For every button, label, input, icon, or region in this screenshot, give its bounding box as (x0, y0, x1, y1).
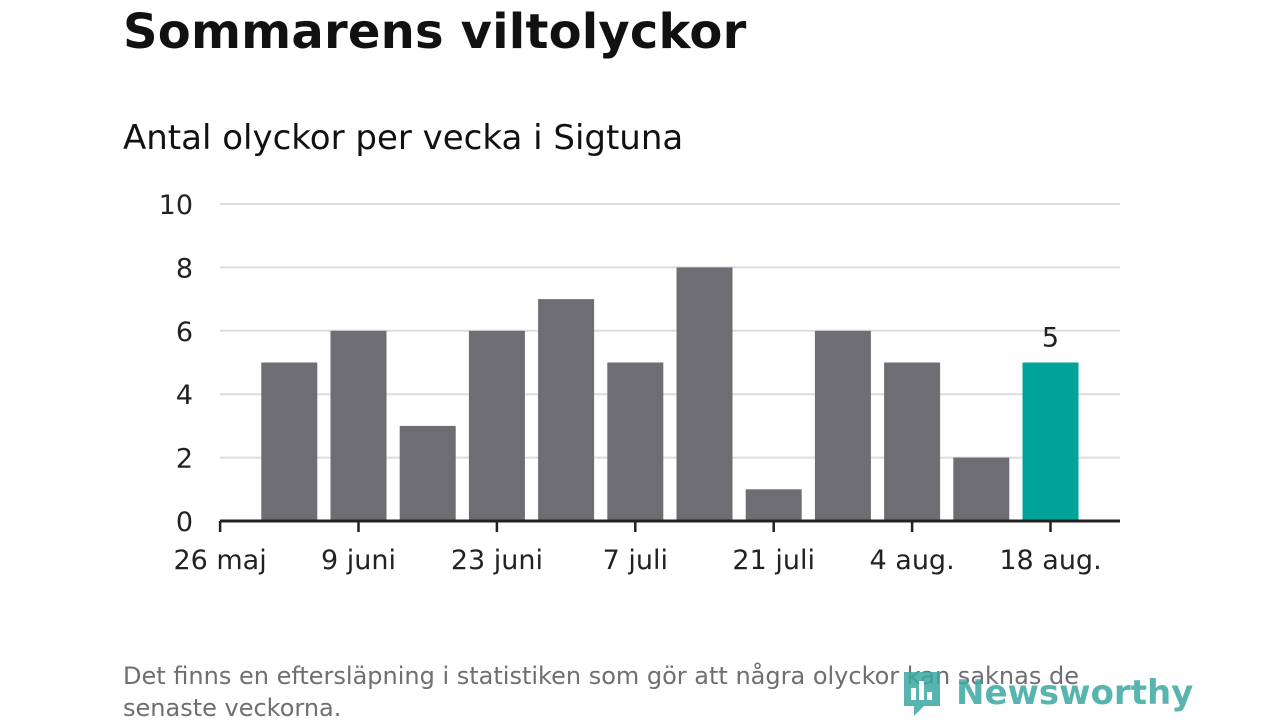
bar (538, 299, 595, 521)
bar-highlight (1022, 362, 1079, 521)
y-tick-label: 6 (176, 317, 193, 348)
x-tick-label: 4 aug. (870, 545, 955, 576)
y-tick-label: 0 (176, 507, 193, 538)
bar (814, 330, 871, 521)
y-tick-label: 10 (159, 190, 193, 221)
x-tick-label: 26 maj (173, 545, 266, 576)
bar (468, 330, 525, 521)
newsworthy-logo: Newsworthy (900, 668, 1193, 718)
bar (330, 330, 387, 521)
y-tick-label: 4 (176, 380, 193, 411)
newsworthy-logo-icon (904, 672, 940, 716)
logo-text: Newsworthy (956, 673, 1194, 713)
x-tick-label: 21 juli (732, 545, 815, 576)
bar (745, 489, 802, 521)
bar (261, 362, 318, 521)
bar (399, 425, 456, 521)
data-label: 5 (1042, 323, 1059, 354)
bar (884, 362, 941, 521)
bar (676, 267, 733, 521)
chart-title: Sommarens viltolyckor (123, 4, 747, 60)
bar (953, 457, 1010, 521)
y-tick-label: 2 (176, 444, 193, 475)
x-tick-label: 7 juli (603, 545, 668, 576)
x-tick-label: 9 juni (321, 545, 396, 576)
chart-subtitle: Antal olyckor per vecka i Sigtuna (123, 118, 684, 158)
bar (607, 362, 664, 521)
y-tick-label: 8 (176, 253, 193, 284)
x-tick-label: 18 aug. (999, 545, 1101, 576)
x-tick-label: 23 juni (451, 545, 543, 576)
